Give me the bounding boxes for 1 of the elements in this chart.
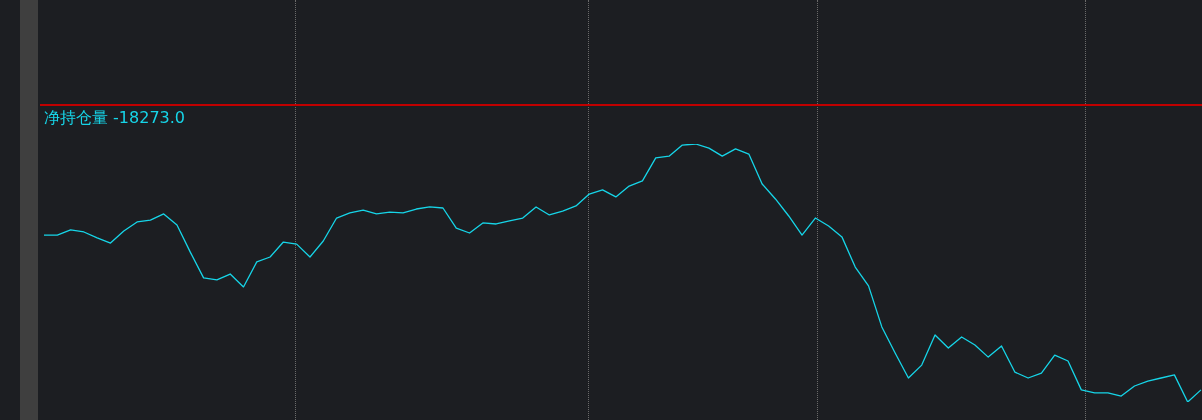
chart-title: 净持仓量 -18273.0 [44,108,186,129]
